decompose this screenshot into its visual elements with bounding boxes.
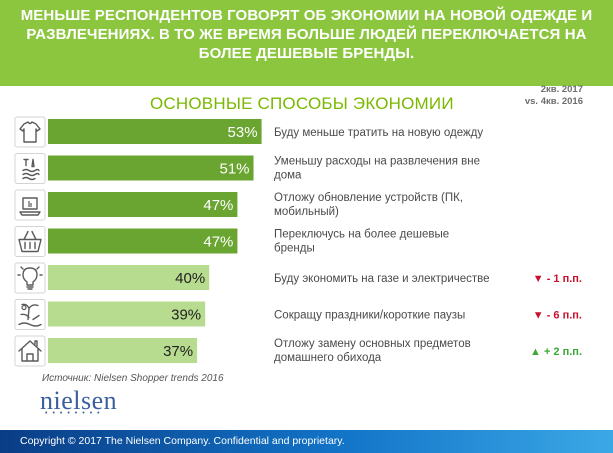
lightbulb-icon xyxy=(14,262,46,294)
change-indicator-7: ▲ + 2 п.п. xyxy=(530,346,582,358)
category-label-1: Буду меньше тратить на новую одежду xyxy=(274,127,483,139)
period-line-2: vs. 4кв. 2016 xyxy=(524,96,583,107)
category-label-5: Буду экономить на газе и электричестве xyxy=(274,273,490,285)
category-label-2: Уменьшу расходы на развлечения вне дома xyxy=(274,156,480,182)
bar-2 xyxy=(48,155,254,181)
value-label-4: 47% xyxy=(203,234,233,251)
house-icon xyxy=(14,335,46,367)
bar-5 xyxy=(48,265,210,290)
footer-bar: Copyright © 2017 The Nielsen Company. Co… xyxy=(0,430,613,453)
chart-title: ОСНОВНЫЕ СПОСОБЫ ЭКОНОМИИ xyxy=(150,94,454,113)
laptop-icon xyxy=(14,189,46,221)
period-line-1: 2кв. 2017 xyxy=(540,84,583,95)
logo-dots: •••••••• xyxy=(45,410,105,417)
value-label-5: 40% xyxy=(175,270,205,287)
bar-1 xyxy=(48,119,262,144)
period-label: 2кв. 2017 vs. 4кв. 2016 xyxy=(525,84,583,108)
value-label-3: 47% xyxy=(203,197,233,214)
beach-icon xyxy=(14,299,46,330)
bar-7 xyxy=(48,338,198,363)
cocktail-icon xyxy=(14,153,46,184)
bar-3 xyxy=(48,192,238,217)
header-banner: МЕНЬШЕ РЕСПОНДЕНТОВ ГОВОРЯТ ОБ ЭКОНОМИИ … xyxy=(0,0,613,86)
bar-chart: 53% Буду меньше тратить на новую одежду 51… xyxy=(14,116,582,367)
source-note: Источник: Nielsen Shopper trends 2016 xyxy=(42,373,224,384)
nielsen-logo: nielsen xyxy=(40,386,118,415)
change-indicator-6: ▼ - 6 п.п. xyxy=(533,310,582,322)
category-label-4: Переключусь на более дешевые бренды xyxy=(274,229,449,255)
category-label-7: Отложу замену основных предметов домашнег… xyxy=(274,338,471,364)
change-indicator-5: ▼ - 1 п.п. xyxy=(533,273,582,285)
value-label-1: 53% xyxy=(228,124,258,141)
bar-6 xyxy=(48,301,206,327)
category-label-6: Сокращу праздники/короткие паузы xyxy=(274,310,465,322)
tshirt-icon xyxy=(14,116,46,148)
value-label-2: 51% xyxy=(219,161,249,178)
category-label-3: Отложу обновление устройств (ПК, мобильны… xyxy=(274,192,463,218)
value-label-7: 37% xyxy=(163,343,193,360)
basket-icon xyxy=(14,226,46,257)
bar-4 xyxy=(48,228,238,254)
header-title: МЕНЬШЕ РЕСПОНДЕНТОВ ГОВОРЯТ ОБ ЭКОНОМИИ … xyxy=(20,7,593,62)
value-label-6: 39% xyxy=(171,307,201,324)
footer-copyright: Copyright © 2017 The Nielsen Company. Co… xyxy=(20,435,345,447)
